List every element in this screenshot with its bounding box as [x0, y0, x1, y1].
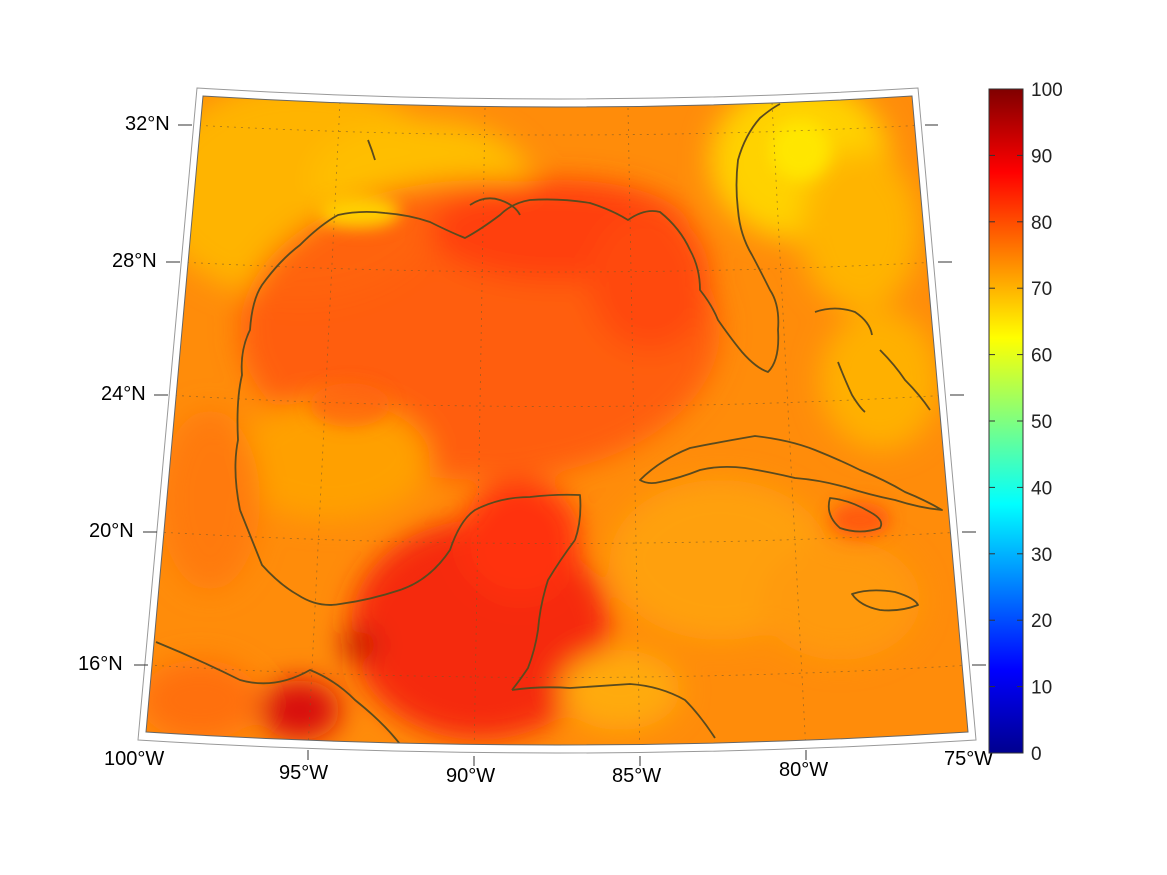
colorbar-ticks — [989, 88, 1023, 754]
colorbar-label: 10 — [1031, 678, 1052, 699]
colorbar-label: 40 — [1031, 478, 1052, 499]
colorbar-label: 30 — [1031, 545, 1052, 566]
colorbar-label: 70 — [1031, 279, 1052, 300]
longitude-labels: 100°W 95°W 90°W 85°W 80°W 75°W — [104, 748, 993, 787]
lat-label-32n: 32°N — [125, 113, 170, 135]
lon-label-80w: 80°W — [779, 759, 828, 781]
lon-label-95w: 95°W — [279, 762, 328, 784]
lat-label-24n: 24°N — [101, 383, 146, 405]
lat-label-28n: 28°N — [112, 250, 157, 272]
lon-label-85w: 85°W — [612, 765, 661, 787]
latitude-labels: 32°N 28°N 24°N 20°N 16°N — [78, 113, 170, 675]
colorbar-label: 100 — [1031, 80, 1063, 101]
colorbar-label: 50 — [1031, 412, 1052, 433]
lon-label-90w: 90°W — [446, 765, 495, 787]
map-frame — [137, 87, 977, 754]
lon-label-100w: 100°W — [104, 748, 164, 770]
colorbar-label: 0 — [1031, 744, 1042, 765]
colorbar-label: 90 — [1031, 146, 1052, 167]
heat-field — [146, 96, 968, 745]
lon-label-75w: 75°W — [944, 748, 993, 770]
lat-label-16n: 16°N — [78, 653, 123, 675]
lat-label-20n: 20°N — [89, 520, 134, 542]
colorbar-label: 60 — [1031, 346, 1052, 367]
colorbar-label: 20 — [1031, 611, 1052, 632]
frame-ticks — [134, 124, 986, 766]
colorbar-label: 80 — [1031, 213, 1052, 234]
coastlines — [155, 103, 943, 745]
gridlines — [147, 101, 968, 745]
